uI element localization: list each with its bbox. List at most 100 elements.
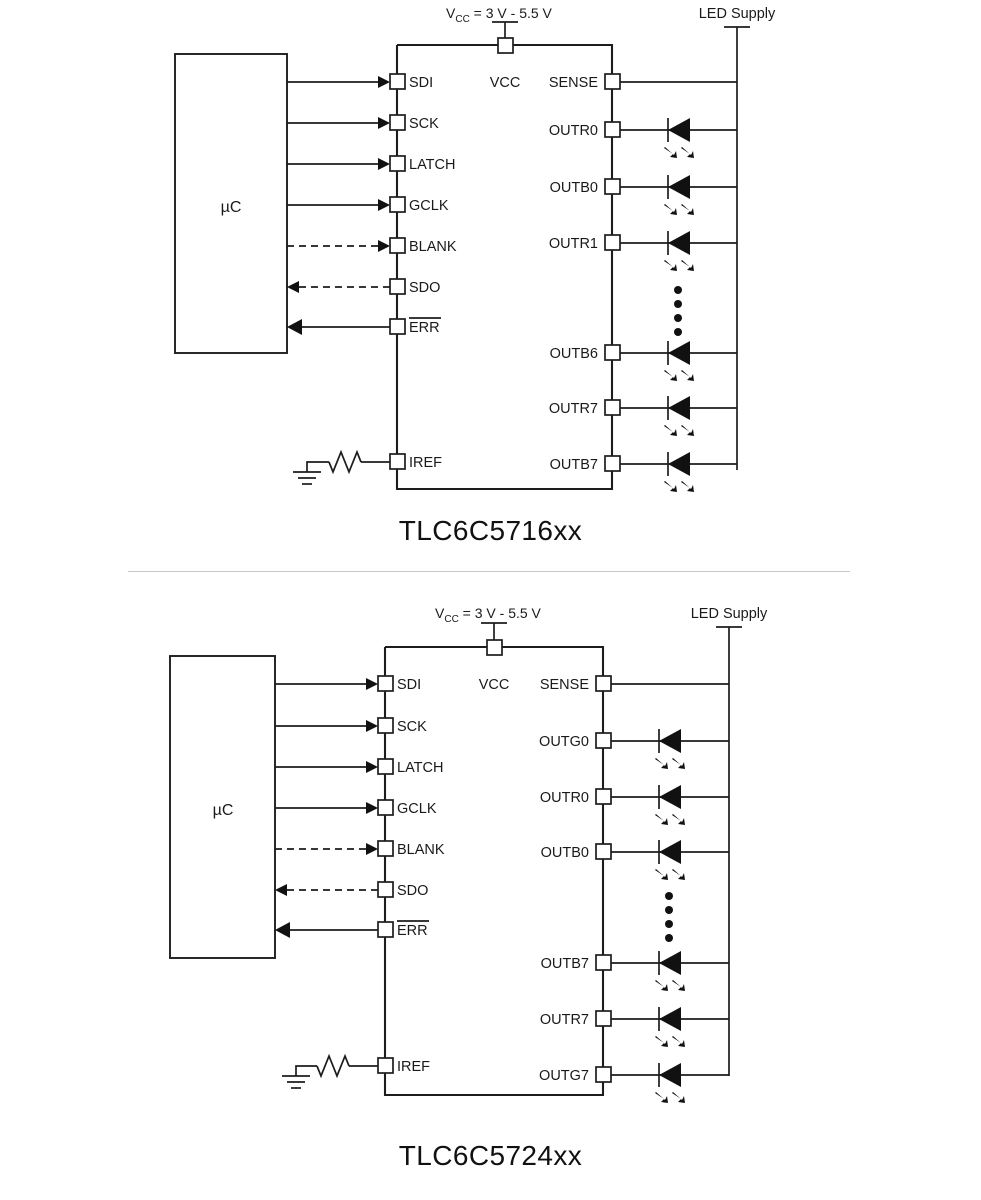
led-emission-arrow-a-outr0-2: [655, 814, 668, 825]
mcu-box: [174, 53, 288, 354]
pin-box-vcc: [497, 37, 514, 54]
pin-group-sck-2: SCK: [275, 717, 427, 735]
pin-group-outr7: OUTR7: [549, 396, 737, 436]
pin-group-sdo-2: SDO: [275, 881, 428, 899]
pin-box-vcc-2: [486, 639, 503, 656]
pin-label-sck: SCK: [409, 116, 439, 132]
pin-box-sck: [389, 114, 406, 131]
led-triangle-outr0: [668, 118, 690, 142]
ground-wire-2: [295, 1065, 317, 1076]
pin-label-outg0: OUTG0: [539, 734, 589, 750]
led-emission-arrow-a-outb7: [664, 481, 677, 492]
led-triangle-outr7: [668, 396, 690, 420]
led-triangle-outb7-2: [659, 951, 681, 975]
pin-label-sense: SENSE: [549, 75, 598, 91]
pin-label-sck-2: SCK: [397, 719, 427, 735]
pin-box-blank-2: [377, 840, 394, 857]
pin-group-sdi: SDI: [287, 73, 433, 91]
pin-box-iref: [389, 453, 406, 470]
led-symbol-outr0-2: [655, 785, 685, 825]
led-emission-arrow-a-outg0: [655, 758, 668, 769]
pin-label-outr7-2: OUTR7: [540, 1012, 589, 1028]
pin-group-outr1: OUTR1: [549, 231, 737, 271]
pin-group-outr0: OUTR0: [549, 118, 737, 158]
pin-box-err: [389, 318, 406, 335]
pin-label-outb7: OUTB7: [550, 457, 598, 473]
led-emission-arrow-b-outb0: [681, 204, 694, 215]
pin-group-outr0-2: OUTR0: [540, 785, 729, 825]
pin-label-err-2: ERR: [397, 923, 428, 939]
ellipsis-dots-2: [665, 892, 673, 942]
led-emission-arrow-b-outr0: [681, 147, 694, 158]
led-emission-arrow-a-outr7-2: [655, 1036, 668, 1047]
resistor-symbol-2: [316, 1053, 350, 1079]
pin-box-outb7: [604, 455, 621, 472]
pin-box-sdo-2: [377, 881, 394, 898]
pin-group-outb7: OUTB7: [550, 452, 737, 492]
led-triangle-outr1: [668, 231, 690, 255]
pin-group-latch-2: LATCH: [275, 758, 443, 776]
pin-box-outb0-2: [595, 843, 612, 860]
pin-label-sdi: SDI: [409, 75, 433, 91]
arrow-head-latch-2: [366, 761, 378, 773]
led-emission-arrow-b-outr7: [681, 425, 694, 436]
pin-label-sense-2: SENSE: [540, 677, 589, 693]
led-emission-arrow-b-outr1: [681, 260, 694, 271]
ground-wire: [306, 461, 329, 472]
pin-label-blank: BLANK: [409, 239, 457, 255]
pin-label-sdo: SDO: [409, 280, 440, 296]
arrow-head-sdo-2: [275, 884, 287, 896]
led-triangle-outb0: [668, 175, 690, 199]
pin-group-err: ERR: [287, 317, 441, 336]
led-triangle-outr7-2: [659, 1007, 681, 1031]
arrow-head-sck: [378, 117, 390, 129]
vcc-supply-label-2: VCC = 3 V - 5.5 V: [435, 605, 542, 625]
pin-group-sense: SENSE: [549, 73, 737, 91]
pin-box-sdi-2: [377, 675, 394, 692]
pin-box-latch-2: [377, 758, 394, 775]
pin-group-err-2: ERR: [275, 920, 429, 939]
led-symbol-outb0: [664, 175, 694, 215]
pin-group-iref: IREF: [293, 449, 442, 485]
arrow-head-err-2: [275, 922, 290, 938]
pin-label-latch: LATCH: [409, 157, 455, 173]
pin-label-outb6: OUTB6: [550, 346, 598, 362]
vcc-supply-label: VCC = 3 V - 5.5 V: [446, 5, 553, 25]
arrow-head-latch: [378, 158, 390, 170]
led-symbol-outg0: [655, 729, 685, 769]
pin-box-outb6: [604, 344, 621, 361]
pin-group-outb0-2: OUTB0: [541, 840, 729, 880]
pin-box-outg0: [595, 732, 612, 749]
pin-group-gclk-2: GCLK: [275, 799, 437, 817]
pin-box-outg7: [595, 1066, 612, 1083]
led-emission-arrow-b-outg7: [672, 1092, 685, 1103]
pin-group-blank-2: BLANK: [275, 840, 445, 858]
pin-label-latch-2: LATCH: [397, 760, 443, 776]
mcu-label: µC: [221, 199, 242, 216]
diagram-caption-1: TLC6C5716xx: [398, 515, 583, 546]
led-symbol-outb7-2: [655, 951, 685, 991]
arrow-head-sdi-2: [366, 678, 378, 690]
pin-label-sdi-2: SDI: [397, 677, 421, 693]
led-triangle-outb7: [668, 452, 690, 476]
led-emission-arrow-b-outb6: [681, 370, 694, 381]
pin-group-sdo: SDO: [287, 278, 440, 296]
pin-label-blank-2: BLANK: [397, 842, 445, 858]
pin-label-gclk-2: GCLK: [397, 801, 437, 817]
pin-group-sck: SCK: [287, 114, 439, 132]
diagram-tlc6c5716xx: µC VCC = 3 V - 5.5 V VCC LED Supply SDI: [0, 0, 981, 572]
mcu-box-2: [169, 655, 276, 959]
arrow-head-err: [287, 319, 302, 335]
ellipsis-dots-1: [674, 286, 682, 336]
pin-box-outb0: [604, 178, 621, 195]
arrow-head-blank-2: [366, 843, 378, 855]
led-emission-arrow-a-outr7: [664, 425, 677, 436]
schematic-svg-2: µC VCC = 3 V - 5.5 V VCC LED Supply SDI: [169, 605, 768, 1103]
pin-group-outg7: OUTG7: [539, 1063, 729, 1103]
pin-label-iref-2: IREF: [397, 1059, 430, 1075]
arrow-head-blank: [378, 240, 390, 252]
led-triangle-outb0-2: [659, 840, 681, 864]
led-triangle-outg0: [659, 729, 681, 753]
pin-label-outb0: OUTB0: [550, 180, 598, 196]
pin-label-vcc-2: VCC: [479, 677, 510, 693]
